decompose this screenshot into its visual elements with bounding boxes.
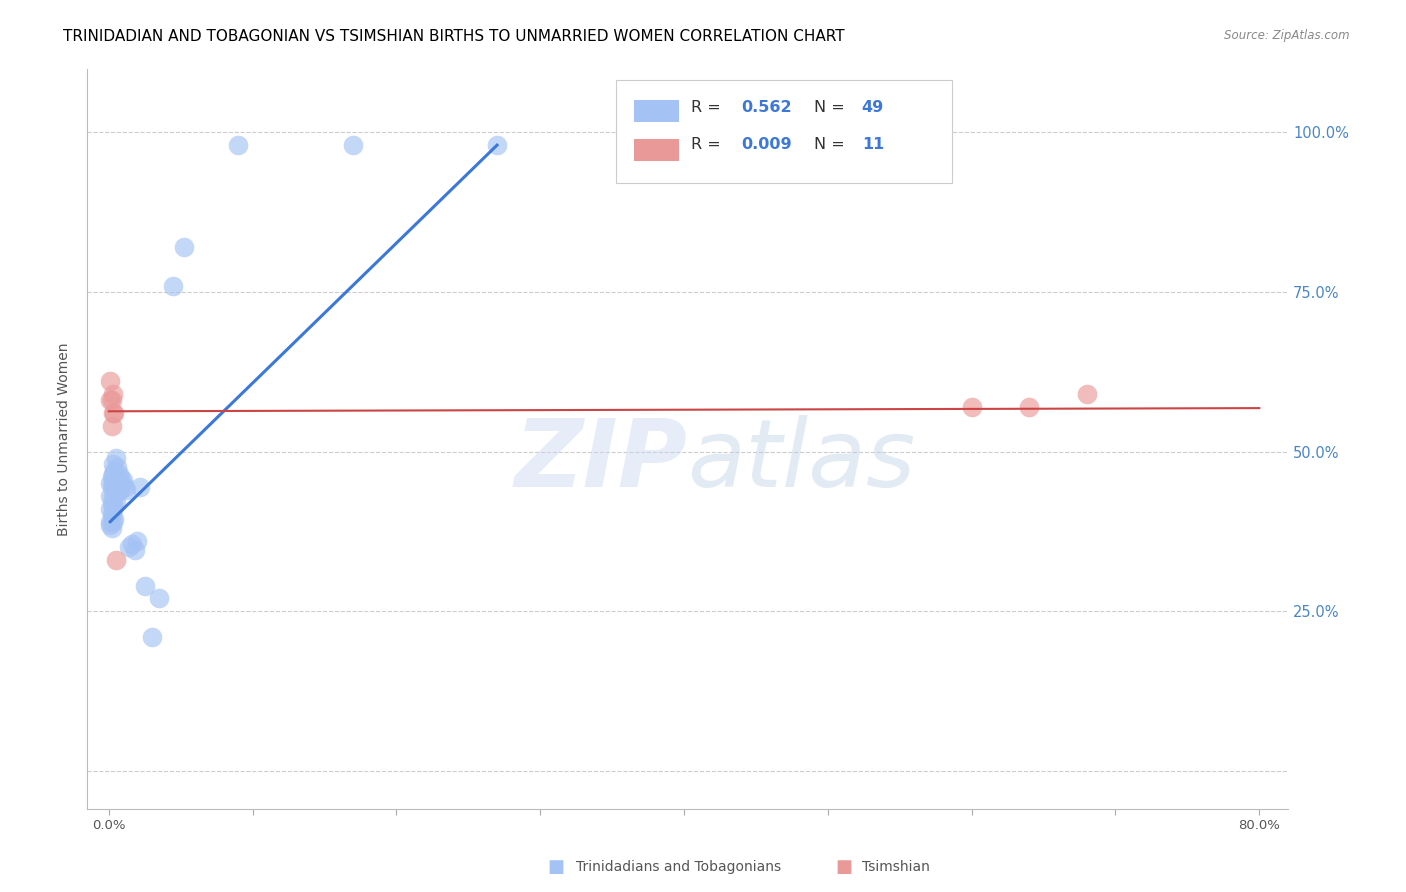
Point [121, 537, 143, 551]
Point [100, 393, 122, 408]
Text: 0.009: 0.009 [741, 136, 793, 152]
Point [100, 495, 122, 509]
Point [103, 511, 125, 525]
Point [129, 480, 152, 494]
Text: N =: N = [814, 100, 849, 114]
Text: atlas: atlas [688, 416, 915, 507]
Point [148, 591, 170, 606]
Point [105, 486, 128, 500]
Point [127, 533, 149, 548]
Point [162, 278, 184, 293]
Text: Source: ZipAtlas.com: Source: ZipAtlas.com [1225, 29, 1350, 42]
Point [226, 138, 249, 153]
Point [101, 476, 124, 491]
Point [1076, 387, 1098, 401]
Point [141, 630, 163, 644]
Point [98, 489, 121, 503]
Point [101, 467, 124, 481]
Point [104, 495, 127, 509]
Bar [634, 139, 679, 161]
Point [101, 489, 124, 503]
Point [114, 480, 136, 494]
Text: Trinidadians and Tobagonians: Trinidadians and Tobagonians [576, 860, 782, 874]
Point [101, 457, 124, 471]
Point [98, 502, 121, 516]
Point [103, 483, 125, 497]
Point [100, 480, 122, 494]
Point [111, 476, 134, 491]
Point [110, 483, 132, 497]
Point [98, 374, 121, 388]
Point [103, 499, 125, 513]
Text: N =: N = [814, 136, 849, 152]
Point [105, 460, 128, 475]
Point [107, 483, 129, 497]
Point [98, 517, 121, 532]
Text: ZIP: ZIP [515, 415, 688, 507]
FancyBboxPatch shape [616, 79, 952, 183]
Point [110, 470, 132, 484]
Point [342, 138, 364, 153]
Text: TRINIDADIAN AND TOBAGONIAN VS TSIMSHIAN BIRTHS TO UNMARRIED WOMEN CORRELATION CH: TRINIDADIAN AND TOBAGONIAN VS TSIMSHIAN … [63, 29, 845, 44]
Text: R =: R = [692, 100, 725, 114]
Text: Tsimshian: Tsimshian [862, 860, 929, 874]
Text: ■: ■ [547, 858, 564, 876]
Point [98, 476, 121, 491]
Point [104, 470, 127, 484]
Point [100, 508, 122, 523]
Text: R =: R = [692, 136, 725, 152]
Point [101, 387, 124, 401]
Point [124, 543, 146, 558]
Point [101, 406, 124, 420]
Point [98, 515, 121, 529]
Point [103, 406, 125, 420]
Point [100, 419, 122, 434]
Y-axis label: Births to Unmarried Women: Births to Unmarried Women [58, 342, 72, 535]
Point [115, 483, 138, 497]
Point [486, 138, 509, 153]
Point [104, 450, 127, 465]
Point [104, 480, 127, 494]
Point [98, 393, 121, 408]
Point [107, 467, 129, 481]
Point [960, 400, 983, 414]
Point [134, 578, 156, 592]
Text: 11: 11 [862, 136, 884, 152]
Text: 0.562: 0.562 [741, 100, 793, 114]
Point [118, 541, 141, 555]
Point [105, 473, 128, 487]
Point [101, 515, 124, 529]
Point [100, 521, 122, 535]
Point [101, 502, 124, 516]
Point [103, 464, 125, 478]
Point [104, 553, 127, 567]
Text: ■: ■ [835, 858, 852, 876]
Point [1018, 400, 1040, 414]
Point [112, 473, 135, 487]
Point [103, 473, 125, 487]
Point [100, 470, 122, 484]
Point [173, 240, 195, 254]
Text: 49: 49 [862, 100, 884, 114]
Bar [634, 100, 679, 122]
